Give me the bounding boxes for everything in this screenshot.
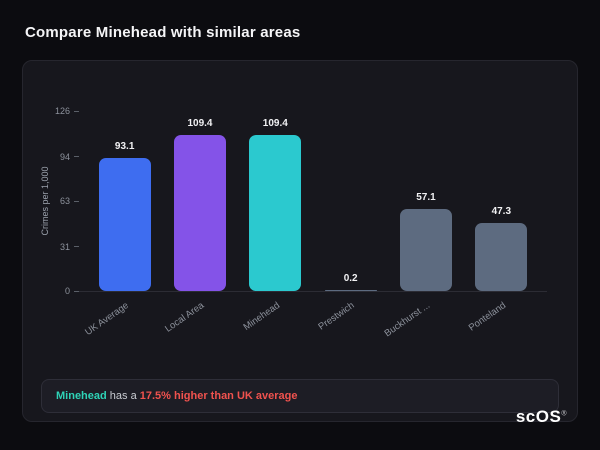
y-tick-label: 63	[59, 196, 70, 206]
y-tick-mark	[74, 156, 79, 158]
bar-value-label-ponteland: 47.3	[491, 206, 512, 218]
x-axis-label-uk-average: UK Average	[83, 300, 131, 338]
bar-value-label-minehead: 109.4	[262, 117, 288, 129]
bar-minehead[interactable]	[249, 134, 302, 291]
y-tick-31: 31	[60, 241, 79, 253]
y-tick-label: 31	[59, 241, 70, 252]
y-tick-label: 126	[54, 106, 70, 116]
y-tick-label: 94	[59, 151, 70, 162]
bar-value-label-buckhurst: 57.1	[416, 192, 436, 204]
x-axis-label-local-area: Local Area	[163, 300, 207, 335]
y-axis-ticks: 0 31 63 94 126	[47, 106, 79, 296]
bar-value-label-uk-average: 93.1	[114, 141, 135, 152]
bar-ponteland[interactable]	[475, 223, 528, 291]
note-stat-text: 17.5% higher than UK average	[139, 390, 298, 402]
y-tick-mark	[74, 246, 79, 248]
x-axis-label-minehead: Minehead	[241, 300, 282, 333]
bar-slot-minehead: 109.4 Minehead	[238, 111, 313, 333]
y-tick-63: 63	[60, 195, 79, 207]
bar-prestwich[interactable]	[324, 290, 377, 291]
bar-slot-local-area: 109.4 Local Area	[162, 111, 237, 335]
note-middle-text: has a	[106, 390, 140, 402]
logo-text: scOS	[515, 407, 562, 426]
plot-area: 93.1 UK Average 109.4 Local Area 109.4 Minehe…	[79, 111, 547, 339]
note-area-name: Minehead	[56, 390, 107, 402]
y-tick-mark	[74, 290, 79, 292]
y-tick-mark	[74, 110, 79, 112]
scos-logo: scOS®	[516, 407, 567, 427]
bar-local-area[interactable]	[173, 134, 226, 291]
bar-uk-average[interactable]	[98, 158, 151, 291]
y-tick-0: 0	[65, 285, 79, 297]
x-axis-label-buckhurst: Buckhurst ...	[382, 300, 433, 340]
page-title: Compare Minehead with similar areas	[25, 24, 301, 41]
bar-value-label-local-area: 109.4	[187, 117, 213, 129]
y-tick-94: 94	[60, 151, 79, 163]
y-tick-126: 126	[55, 105, 79, 117]
y-tick-mark	[74, 200, 79, 202]
insight-note: Minehead has a 17.5% higher than UK aver…	[41, 379, 559, 413]
chart-card: Crimes per 1,000 0 31 63 94 126 93.1 UK Avera…	[22, 60, 578, 422]
x-axis-label-prestwich: Prestwich	[316, 300, 357, 333]
bar-slot-buckhurst: 57.1 Buckhurst ...	[383, 111, 463, 339]
bar-slot-ponteland: 47.3 Ponteland	[464, 111, 539, 334]
registered-mark-icon: ®	[561, 410, 567, 418]
bar-value-label-prestwich: 0.2	[343, 273, 358, 284]
bar-slot-uk-average: 93.1 UK Average	[83, 111, 162, 338]
bar-slot-prestwich: 0.2 Prestwich	[313, 111, 388, 333]
bar-buckhurst[interactable]	[399, 209, 452, 291]
x-axis-label-ponteland: Ponteland	[466, 300, 508, 334]
y-tick-label: 0	[64, 286, 70, 296]
